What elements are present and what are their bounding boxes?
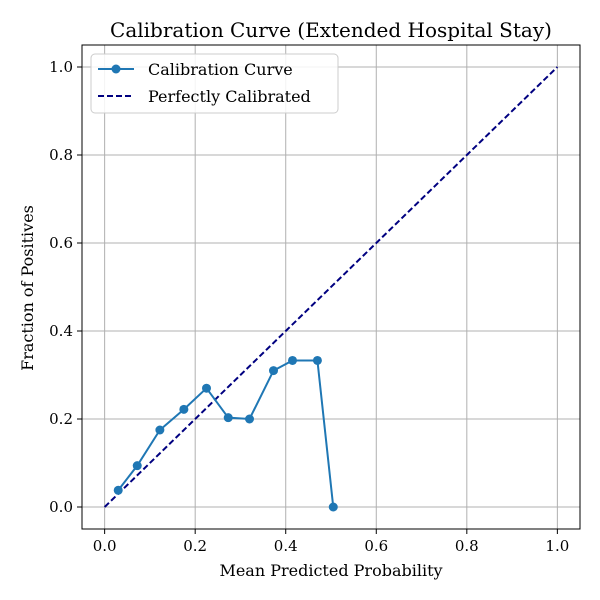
legend-calibration-label: Calibration Curve: [148, 60, 293, 79]
calibration-point: [113, 485, 123, 495]
x-tick-label: 0.8: [455, 537, 479, 555]
calibration-point: [269, 366, 279, 376]
legend-calibration-marker: [111, 64, 121, 74]
legend-perfect-label: Perfectly Calibrated: [148, 87, 311, 106]
ticks-layer: 0.0 0.2 0.4 0.6 0.8 1.0 0.0 0.2 0.4 0.6 0.8 1.0: [49, 58, 569, 555]
y-tick-label: 0.4: [49, 322, 73, 340]
calibration-point: [223, 413, 233, 423]
chart-title: Calibration Curve (Extended Hospital Sta…: [110, 18, 552, 42]
x-tick-label: 0.0: [93, 537, 117, 555]
calibration-curve-line: [117, 359, 335, 508]
x-tick-label: 1.0: [545, 537, 569, 555]
x-tick-label: 0.2: [183, 537, 207, 555]
calibration-point: [132, 461, 142, 471]
calibration-point: [328, 502, 338, 512]
plot-frame: [81, 44, 581, 530]
x-tick-label: 0.6: [364, 537, 388, 555]
calibration-point: [202, 383, 211, 393]
y-axis-label: Fraction of Positives: [18, 205, 37, 371]
y-tick-label: 1.0: [49, 58, 73, 76]
calibration-point: [288, 355, 298, 365]
y-tick-label: 0.2: [49, 410, 73, 428]
series-layer: [103, 66, 559, 512]
legend: Calibration Curve Perfectly Calibrated: [90, 53, 339, 114]
calibration-point: [245, 414, 255, 424]
x-axis-label: Mean Predicted Probability: [219, 561, 442, 580]
calibration-point: [179, 404, 189, 414]
y-tick-label: 0.0: [49, 498, 73, 516]
y-tick-label: 0.8: [49, 146, 73, 164]
perfectly-calibrated-line: [103, 66, 559, 508]
x-tick-label: 0.4: [274, 537, 298, 555]
legend-box: [90, 53, 339, 114]
calibration-point: [312, 355, 322, 365]
y-tick-label: 0.6: [49, 234, 73, 252]
calibration-point: [155, 425, 165, 435]
